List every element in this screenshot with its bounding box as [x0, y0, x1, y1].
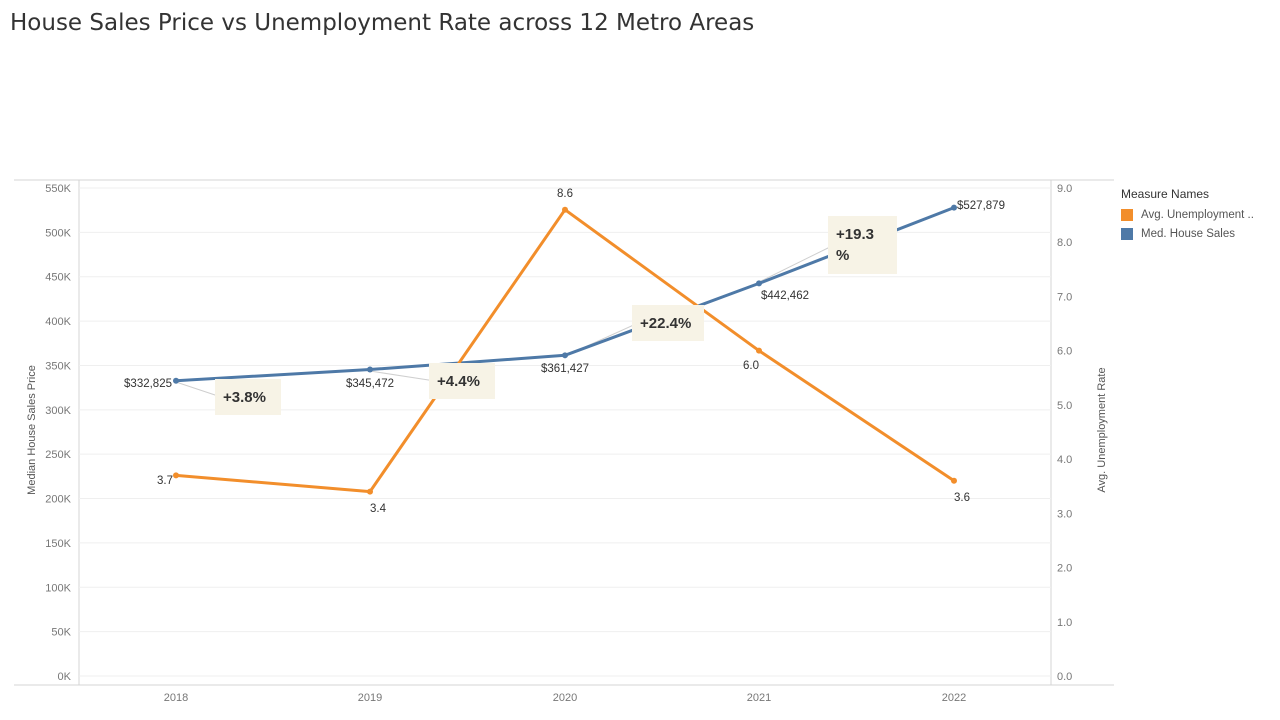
unemployment-data-label: 8.6 [557, 188, 573, 200]
legend-swatch-house-sales [1121, 227, 1133, 240]
x-tick-label: 2022 [942, 692, 966, 704]
unemployment-point [367, 488, 373, 495]
house-sales-point [951, 204, 957, 211]
y-left-tick-label: 300K [45, 405, 71, 417]
y-left-tick-label: 200K [45, 494, 71, 506]
unemployment-data-label: 3.6 [954, 492, 970, 504]
y-left-tick-label: 150K [45, 538, 71, 550]
unemployment-data-label: 3.4 [370, 503, 387, 515]
y-right-tick-label: 2.0 [1057, 563, 1072, 575]
y-left-axis-title: Median House Sales Price [26, 365, 38, 495]
y-left-tick-label: 350K [45, 360, 71, 372]
unemployment-data-label: 6.0 [743, 360, 759, 372]
house-sales-data-label: $345,472 [346, 378, 394, 390]
y-left-tick-label: 450K [45, 272, 71, 284]
y-right-tick-label: 6.0 [1057, 346, 1072, 358]
unemployment-data-label: 3.7 [157, 475, 173, 487]
legend-label-house-sales: Med. House Sales [1141, 227, 1235, 240]
x-tick-label: 2021 [747, 692, 771, 704]
house-sales-point [562, 352, 568, 359]
y-right-tick-label: 5.0 [1057, 400, 1072, 412]
y-left-tick-label: 550K [45, 183, 71, 195]
y-right-tick-label: 9.0 [1057, 183, 1072, 195]
annotation-leader-line [758, 244, 835, 283]
house-sales-data-label: $361,427 [541, 363, 589, 375]
annotation-box [828, 216, 897, 274]
x-tick-label: 2019 [358, 692, 382, 704]
annotation-box [632, 305, 704, 341]
annotation-box [215, 379, 281, 415]
y-left-tick-label: 400K [45, 316, 71, 328]
house-sales-point [756, 280, 762, 287]
y-right-tick-label: 1.0 [1057, 617, 1072, 629]
annotation-leader-line [369, 370, 436, 382]
annotation-label: +19.3 [836, 226, 874, 243]
y-right-axis-title: Avg. Unemployment Rate [1096, 367, 1108, 492]
y-right-tick-label: 4.0 [1057, 454, 1072, 466]
x-tick-label: 2020 [553, 692, 577, 704]
annotation-box [429, 363, 495, 399]
x-tick-label: 2018 [164, 692, 188, 704]
annotation-label: +22.4% [640, 315, 691, 332]
unemployment-point [756, 347, 762, 354]
y-left-tick-label: 250K [45, 449, 71, 461]
y-right-tick-label: 3.0 [1057, 508, 1072, 520]
y-right-tick-label: 8.0 [1057, 237, 1072, 249]
legend-item-unemployment[interactable]: Avg. Unemployment .. [1121, 205, 1254, 224]
y-right-tick-label: 0.0 [1057, 671, 1072, 683]
y-right-tick-label: 7.0 [1057, 291, 1072, 303]
y-left-tick-label: 0K [58, 671, 72, 683]
annotation-label: % [836, 247, 849, 264]
chart-title: House Sales Price vs Unemployment Rate a… [10, 10, 755, 36]
annotation-label: +3.8% [223, 389, 266, 406]
house-sales-point [173, 377, 179, 384]
annotation-label: +4.4% [437, 373, 480, 390]
y-left-tick-label: 100K [45, 582, 71, 594]
unemployment-point [173, 472, 179, 479]
y-left-tick-label: 500K [45, 227, 71, 239]
legend-swatch-unemployment [1121, 208, 1133, 221]
unemployment-point [951, 477, 957, 484]
legend-item-house-sales[interactable]: Med. House Sales [1121, 224, 1254, 243]
house-sales-data-label: $442,462 [761, 290, 809, 302]
house-sales-data-label: $332,825 [124, 378, 172, 390]
legend-title: Measure Names [1121, 187, 1210, 201]
house-sales-point [367, 366, 373, 373]
y-left-tick-label: 50K [51, 627, 71, 639]
unemployment-point [562, 206, 568, 213]
legend: Measure Names Avg. Unemployment .. Med. … [1121, 187, 1254, 243]
annotation-leader-line [175, 381, 222, 398]
legend-label-unemployment: Avg. Unemployment .. [1141, 208, 1254, 221]
house-sales-data-label: $527,879 [957, 200, 1005, 212]
